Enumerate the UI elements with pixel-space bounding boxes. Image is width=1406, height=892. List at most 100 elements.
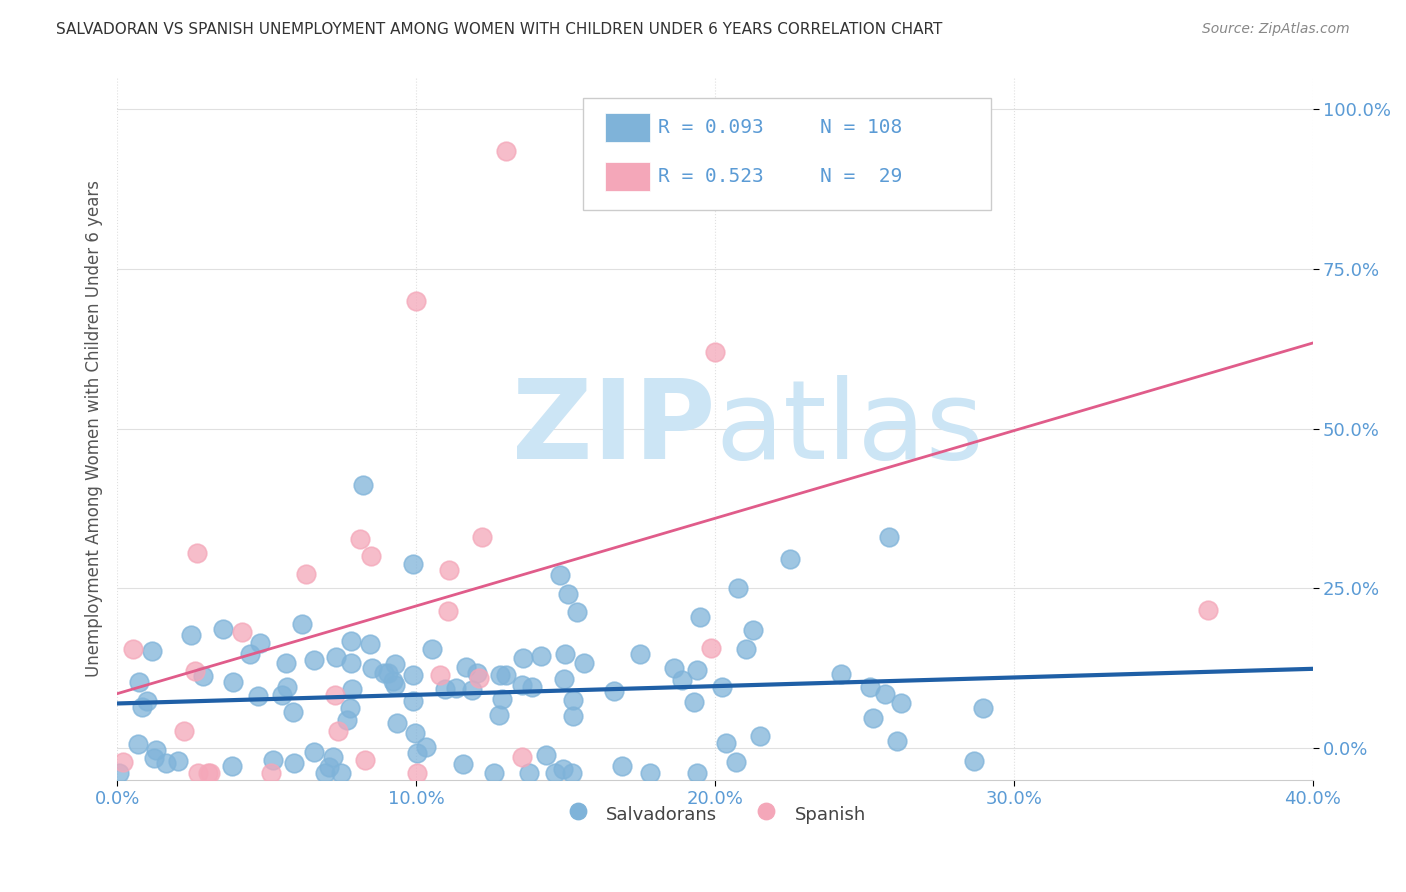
Point: [530, 648, 553, 663]
Point: [211, 622, 233, 636]
Point: [187, 766, 209, 780]
Text: SALVADORAN VS SPANISH UNEMPLOYMENT AMONG WOMEN WITH CHILDREN UNDER 6 YEARS CORRE: SALVADORAN VS SPANISH UNEMPLOYMENT AMONG…: [56, 22, 942, 37]
Point: [387, 716, 409, 731]
Point: [437, 604, 460, 618]
Point: [465, 666, 488, 681]
Point: [683, 695, 706, 709]
Point: [510, 678, 533, 692]
Point: [323, 688, 346, 702]
Point: [727, 581, 749, 595]
Point: [329, 766, 352, 780]
Point: [963, 754, 986, 768]
Point: [471, 530, 494, 544]
Point: [879, 530, 901, 544]
Point: [565, 605, 588, 619]
Point: [544, 766, 567, 780]
Point: [155, 756, 177, 771]
Point: [239, 647, 262, 661]
Point: [184, 664, 207, 678]
Point: [510, 749, 533, 764]
Point: [562, 692, 585, 706]
Point: [451, 757, 474, 772]
Point: [402, 694, 425, 708]
Point: [193, 669, 215, 683]
Point: [231, 625, 253, 640]
Point: [128, 675, 150, 690]
Point: [262, 753, 284, 767]
Legend: Salvadorans, Spanish: Salvadorans, Spanish: [555, 794, 875, 834]
Point: [186, 546, 208, 560]
Point: [377, 666, 399, 681]
Point: [404, 726, 426, 740]
Point: [686, 766, 709, 780]
Point: [551, 762, 574, 776]
Point: [295, 567, 318, 582]
Point: [359, 637, 381, 651]
Point: [127, 737, 149, 751]
Point: [734, 641, 756, 656]
Point: [890, 696, 912, 710]
Point: [557, 587, 579, 601]
Point: [354, 753, 377, 767]
Point: [461, 682, 484, 697]
Point: [339, 656, 361, 670]
Point: [599, 144, 621, 158]
Point: [520, 680, 543, 694]
Point: [689, 610, 711, 624]
Point: [180, 628, 202, 642]
Point: [468, 671, 491, 685]
Point: [671, 673, 693, 688]
Point: [686, 663, 709, 677]
Point: [553, 672, 575, 686]
Point: [550, 568, 572, 582]
Point: [422, 642, 444, 657]
Point: [384, 657, 406, 671]
Point: [352, 478, 374, 492]
Point: [446, 681, 468, 695]
Text: Source: ZipAtlas.com: Source: ZipAtlas.com: [1202, 22, 1350, 37]
Point: [318, 760, 340, 774]
Point: [742, 623, 765, 637]
Point: [610, 759, 633, 773]
Point: [249, 636, 271, 650]
Point: [402, 668, 425, 682]
Point: [406, 766, 429, 780]
Point: [561, 766, 583, 780]
Point: [886, 734, 908, 748]
Point: [339, 701, 361, 715]
Point: [373, 665, 395, 680]
Point: [271, 688, 294, 702]
Point: [405, 293, 427, 308]
Point: [711, 680, 734, 694]
Point: [314, 766, 336, 780]
Point: [456, 660, 478, 674]
Point: [340, 633, 363, 648]
Point: [779, 552, 801, 566]
Point: [304, 745, 326, 759]
Text: ZIP: ZIP: [512, 375, 714, 482]
Text: N =  29: N = 29: [820, 167, 901, 186]
Point: [429, 668, 451, 682]
Point: [283, 756, 305, 771]
Point: [495, 144, 517, 158]
Point: [302, 653, 325, 667]
Text: R = 0.523: R = 0.523: [658, 167, 763, 186]
Text: N = 108: N = 108: [820, 118, 901, 137]
Point: [439, 563, 461, 577]
Text: atlas: atlas: [714, 375, 983, 482]
Point: [415, 740, 437, 755]
Point: [326, 723, 349, 738]
Point: [197, 766, 219, 780]
Point: [145, 743, 167, 757]
Point: [482, 766, 505, 780]
Point: [283, 705, 305, 719]
Point: [664, 661, 686, 675]
Y-axis label: Unemployment Among Women with Children Under 6 years: Unemployment Among Women with Children U…: [86, 180, 103, 677]
Point: [859, 680, 882, 694]
Point: [972, 701, 994, 715]
Point: [562, 708, 585, 723]
Point: [274, 656, 297, 670]
Point: [122, 642, 145, 657]
Point: [491, 692, 513, 706]
Point: [349, 532, 371, 546]
